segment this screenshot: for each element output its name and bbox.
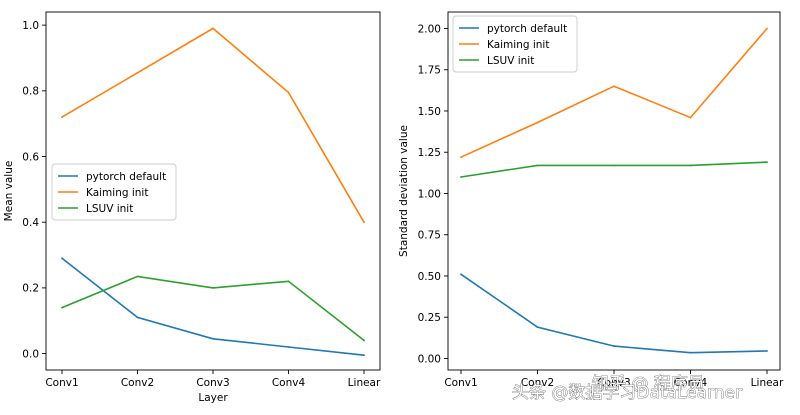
data-point (61, 257, 63, 260)
data-point (363, 221, 365, 224)
y-tick-label: 0.4 (22, 217, 39, 229)
y-tick-label: 1.25 (418, 147, 441, 159)
series-line (460, 273, 768, 354)
x-tick-label: Conv1 (45, 377, 78, 389)
data-point (613, 85, 615, 88)
data-point (766, 161, 768, 164)
series-line (61, 257, 365, 356)
legend-label: LSUV init (86, 203, 133, 215)
legend-label: pytorch default (487, 23, 567, 35)
y-tick-label: 1.50 (418, 106, 441, 118)
data-point (536, 164, 539, 167)
x-axis-label: Layer (198, 392, 228, 404)
data-point (460, 156, 462, 159)
data-point (689, 164, 692, 167)
y-axis-label: Standard deviation value (398, 125, 410, 257)
x-tick-label: Conv2 (121, 377, 154, 389)
std-value-chart: 0.00 0.25 0.50 0.75 1.00 1.25 1.50 1.75 2.00 Conv… (398, 11, 784, 389)
watermark-zhihu: 知乎 @ 程序员 (592, 374, 705, 394)
data-point (536, 121, 539, 124)
y-tick-label: 1.75 (418, 65, 441, 77)
data-point (689, 116, 692, 119)
y-tick-label: 0.25 (418, 312, 441, 324)
data-point (61, 306, 63, 309)
data-point (287, 346, 290, 348)
watermark-toutiao: 头条 @数据学习DataLearner (512, 383, 742, 403)
legend-label: LSUV init (487, 55, 534, 67)
data-point (61, 116, 63, 119)
data-point (766, 27, 768, 30)
y-tick-label: 0.8 (22, 86, 39, 98)
x-tick-label: Conv3 (597, 377, 630, 389)
legend-label: Kaiming init (487, 39, 549, 51)
data-point (212, 27, 214, 30)
series-line (61, 275, 365, 342)
legend-box (452, 15, 578, 73)
data-point (363, 339, 365, 342)
x-tick-label: Linear (751, 377, 784, 389)
data-point (460, 176, 462, 178)
x-tick-label: Conv1 (444, 377, 477, 389)
legend-label: Kaiming init (86, 187, 148, 199)
data-point (212, 286, 214, 289)
y-tick-label: 2.00 (418, 23, 441, 35)
data-point (613, 345, 615, 347)
data-point (136, 316, 139, 319)
data-point (460, 273, 462, 276)
data-point (136, 71, 139, 74)
x-tick-label: Linear (348, 377, 381, 389)
data-point (212, 337, 214, 340)
data-point (689, 351, 692, 354)
legend-box (51, 163, 177, 221)
data-point (536, 326, 539, 329)
y-tick-label: 0.75 (418, 230, 441, 242)
mean-value-chart: 0.0 0.2 0.4 0.6 0.8 1.0 Conv1 Conv2 Conv3 Conv4 Li… (3, 11, 381, 404)
y-tick-label: 0.50 (418, 271, 441, 283)
x-tick-label: Conv4 (674, 377, 708, 389)
data-point (363, 354, 365, 357)
y-tick-label: 1.0 (22, 20, 39, 32)
x-tick-label: Conv4 (272, 377, 306, 389)
x-tick-label: Conv3 (196, 377, 229, 389)
x-tick-label: Conv2 (521, 377, 554, 389)
y-tick-label: 1.00 (418, 188, 441, 200)
data-point (136, 275, 139, 278)
y-axis-label: Mean value (3, 161, 15, 222)
data-point (613, 164, 615, 167)
y-tick-label: 0.0 (22, 348, 39, 360)
series-line (460, 161, 768, 178)
data-point (287, 280, 290, 283)
data-point (287, 91, 290, 94)
y-tick-label: 0.6 (22, 151, 39, 163)
y-tick-label: 0.00 (418, 353, 441, 365)
legend-label: pytorch default (86, 171, 166, 183)
y-tick-label: 0.2 (22, 283, 39, 295)
data-point (766, 350, 768, 352)
